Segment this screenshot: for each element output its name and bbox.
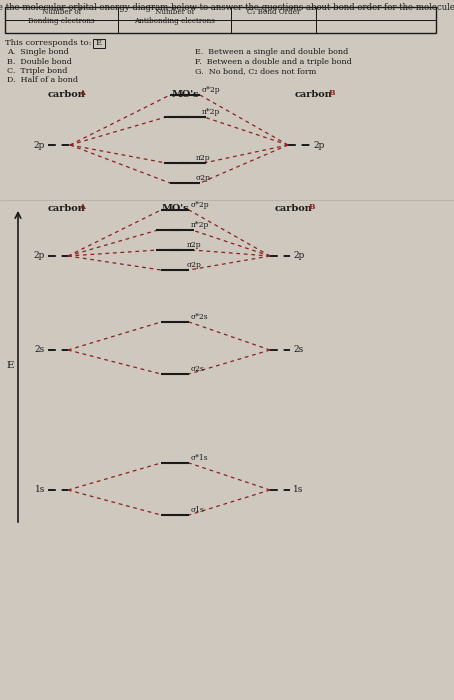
Text: This corresponds to:: This corresponds to: xyxy=(5,39,94,47)
Text: A: A xyxy=(79,89,85,97)
Text: B: B xyxy=(329,89,336,97)
Text: carbon: carbon xyxy=(48,90,86,99)
Bar xyxy=(231,20,316,33)
Text: carbon: carbon xyxy=(48,204,86,213)
Text: σ1s: σ1s xyxy=(191,506,205,514)
Text: 1s: 1s xyxy=(293,486,303,494)
Text: σ*2p: σ*2p xyxy=(202,86,221,94)
Text: E: E xyxy=(96,39,102,47)
Text: π*2p: π*2p xyxy=(191,221,209,229)
Text: A: A xyxy=(79,203,85,211)
Text: carbon: carbon xyxy=(295,90,333,99)
Text: C.  Triple bond: C. Triple bond xyxy=(7,67,67,75)
Text: σ*2p: σ*2p xyxy=(191,201,210,209)
Text: 2s: 2s xyxy=(35,346,45,354)
Bar xyxy=(5,7,436,33)
Text: 2p: 2p xyxy=(34,141,45,150)
Text: B: B xyxy=(309,203,316,211)
Text: 1s: 1s xyxy=(35,486,45,494)
Text: MO's: MO's xyxy=(171,90,199,99)
Text: Use the molecular orbital energy diagram below to answer the questions about bon: Use the molecular orbital energy diagram… xyxy=(0,3,454,12)
Bar xyxy=(5,7,118,20)
Text: σ*1s: σ*1s xyxy=(191,454,209,462)
Text: 2p: 2p xyxy=(293,251,304,260)
Text: D.  Half of a bond: D. Half of a bond xyxy=(7,76,78,85)
Text: E.  Between a single and double bond: E. Between a single and double bond xyxy=(195,48,348,56)
Text: Number of
Bonding electrons: Number of Bonding electrons xyxy=(28,8,95,25)
Text: MO's: MO's xyxy=(161,204,189,213)
Text: π*2p: π*2p xyxy=(202,108,220,116)
Text: C₂ Bond Order: C₂ Bond Order xyxy=(247,8,300,15)
Bar xyxy=(118,20,231,33)
Text: A.  Single bond: A. Single bond xyxy=(7,48,69,56)
Text: σ2s: σ2s xyxy=(191,365,205,373)
Text: σ*2s: σ*2s xyxy=(191,313,209,321)
Text: Number of
Antibonding electrons: Number of Antibonding electrons xyxy=(134,8,215,25)
Text: 2p: 2p xyxy=(313,141,324,150)
Bar xyxy=(93,39,105,48)
Bar xyxy=(316,7,436,20)
Bar xyxy=(5,20,118,33)
Bar xyxy=(118,7,231,20)
Text: π2p: π2p xyxy=(187,241,202,249)
Text: F.  Between a double and a triple bond: F. Between a double and a triple bond xyxy=(195,57,352,66)
Text: 2s: 2s xyxy=(293,346,303,354)
Text: σ2p: σ2p xyxy=(187,261,202,269)
Text: G.  No bond, C₂ does not form: G. No bond, C₂ does not form xyxy=(195,67,316,75)
Bar xyxy=(316,20,436,33)
Text: 2p: 2p xyxy=(34,251,45,260)
Bar xyxy=(231,7,316,20)
Text: carbon: carbon xyxy=(275,204,313,213)
Text: B.  Double bond: B. Double bond xyxy=(7,57,72,66)
Text: E: E xyxy=(6,360,14,370)
Text: σ2p: σ2p xyxy=(196,174,211,182)
Text: π2p: π2p xyxy=(196,154,211,162)
